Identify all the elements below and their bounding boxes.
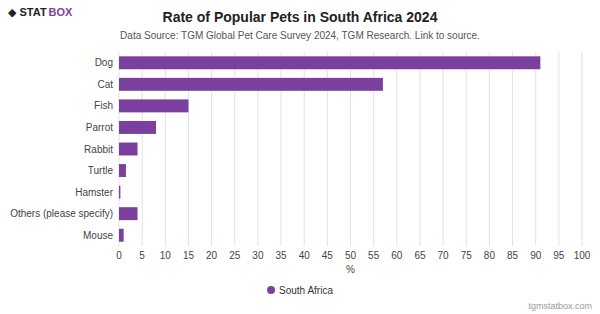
bar xyxy=(119,99,188,112)
subtitle: Data Source: TGM Global Pet Care Survey … xyxy=(120,30,480,41)
grid-line xyxy=(489,52,490,246)
x-tick-label: 15 xyxy=(183,250,195,261)
x-tick-label: 5 xyxy=(139,250,145,261)
bar xyxy=(119,229,124,242)
y-tick-label: Cat xyxy=(97,79,113,90)
legend: South Africa xyxy=(267,285,333,296)
legend-label: South Africa xyxy=(279,285,333,296)
x-tick-label: 45 xyxy=(322,250,334,261)
grid-line xyxy=(558,52,559,246)
bar xyxy=(119,164,126,177)
background xyxy=(0,0,600,314)
y-tick-label: Dog xyxy=(95,57,113,68)
x-tick-label: 0 xyxy=(116,250,122,261)
x-tick-label: 25 xyxy=(229,250,241,261)
x-axis-label: % xyxy=(346,264,355,275)
bar xyxy=(119,143,138,156)
logo-text: BOX xyxy=(49,6,74,18)
bar xyxy=(119,207,138,220)
x-tick-label: 80 xyxy=(484,250,496,261)
y-tick-label: Parrot xyxy=(86,122,113,133)
grid-line xyxy=(419,52,420,246)
grid-line xyxy=(512,52,513,246)
grid-line xyxy=(582,52,583,246)
y-tick-label: Others (please specify) xyxy=(10,208,113,219)
x-tick-label: 85 xyxy=(507,250,519,261)
bar xyxy=(119,78,383,91)
chart: ◆ STATBOX tgmstatbox.com Rate of Popular P… xyxy=(0,0,600,314)
x-tick-label: 70 xyxy=(438,250,450,261)
y-tick-label: Mouse xyxy=(83,230,113,241)
y-tick-label: Rabbit xyxy=(84,144,113,155)
grid-line xyxy=(535,52,536,246)
x-tick-label: 10 xyxy=(160,250,172,261)
x-tick-label: 60 xyxy=(391,250,403,261)
x-tick-label: 35 xyxy=(275,250,287,261)
grid xyxy=(119,52,582,246)
x-tick-label: 75 xyxy=(461,250,473,261)
x-tick-label: 50 xyxy=(345,250,357,261)
x-tick-label: 100 xyxy=(574,250,591,261)
grid-line xyxy=(466,52,467,246)
x-tick-label: 55 xyxy=(368,250,380,261)
grid-line xyxy=(396,52,397,246)
logo-text: ◆ STAT xyxy=(8,6,47,18)
x-tick-label: 40 xyxy=(299,250,311,261)
x-tick-label: 30 xyxy=(252,250,264,261)
watermark: tgmstatbox.com xyxy=(528,301,592,311)
x-tick-label: 20 xyxy=(206,250,218,261)
legend-marker xyxy=(267,286,275,294)
y-tick-label: Hamster xyxy=(75,187,113,198)
title: Rate of Popular Pets in South Africa 202… xyxy=(163,9,438,25)
x-tick-label: 95 xyxy=(553,250,565,261)
bar xyxy=(119,56,540,69)
bars xyxy=(119,56,540,241)
x-tick-label: 90 xyxy=(530,250,542,261)
y-tick-label: Fish xyxy=(94,100,113,111)
x-tick-label: 65 xyxy=(414,250,426,261)
bar xyxy=(119,121,156,134)
y-tick-label: Turtle xyxy=(88,165,114,176)
bar xyxy=(119,186,120,199)
grid-line xyxy=(443,52,444,246)
